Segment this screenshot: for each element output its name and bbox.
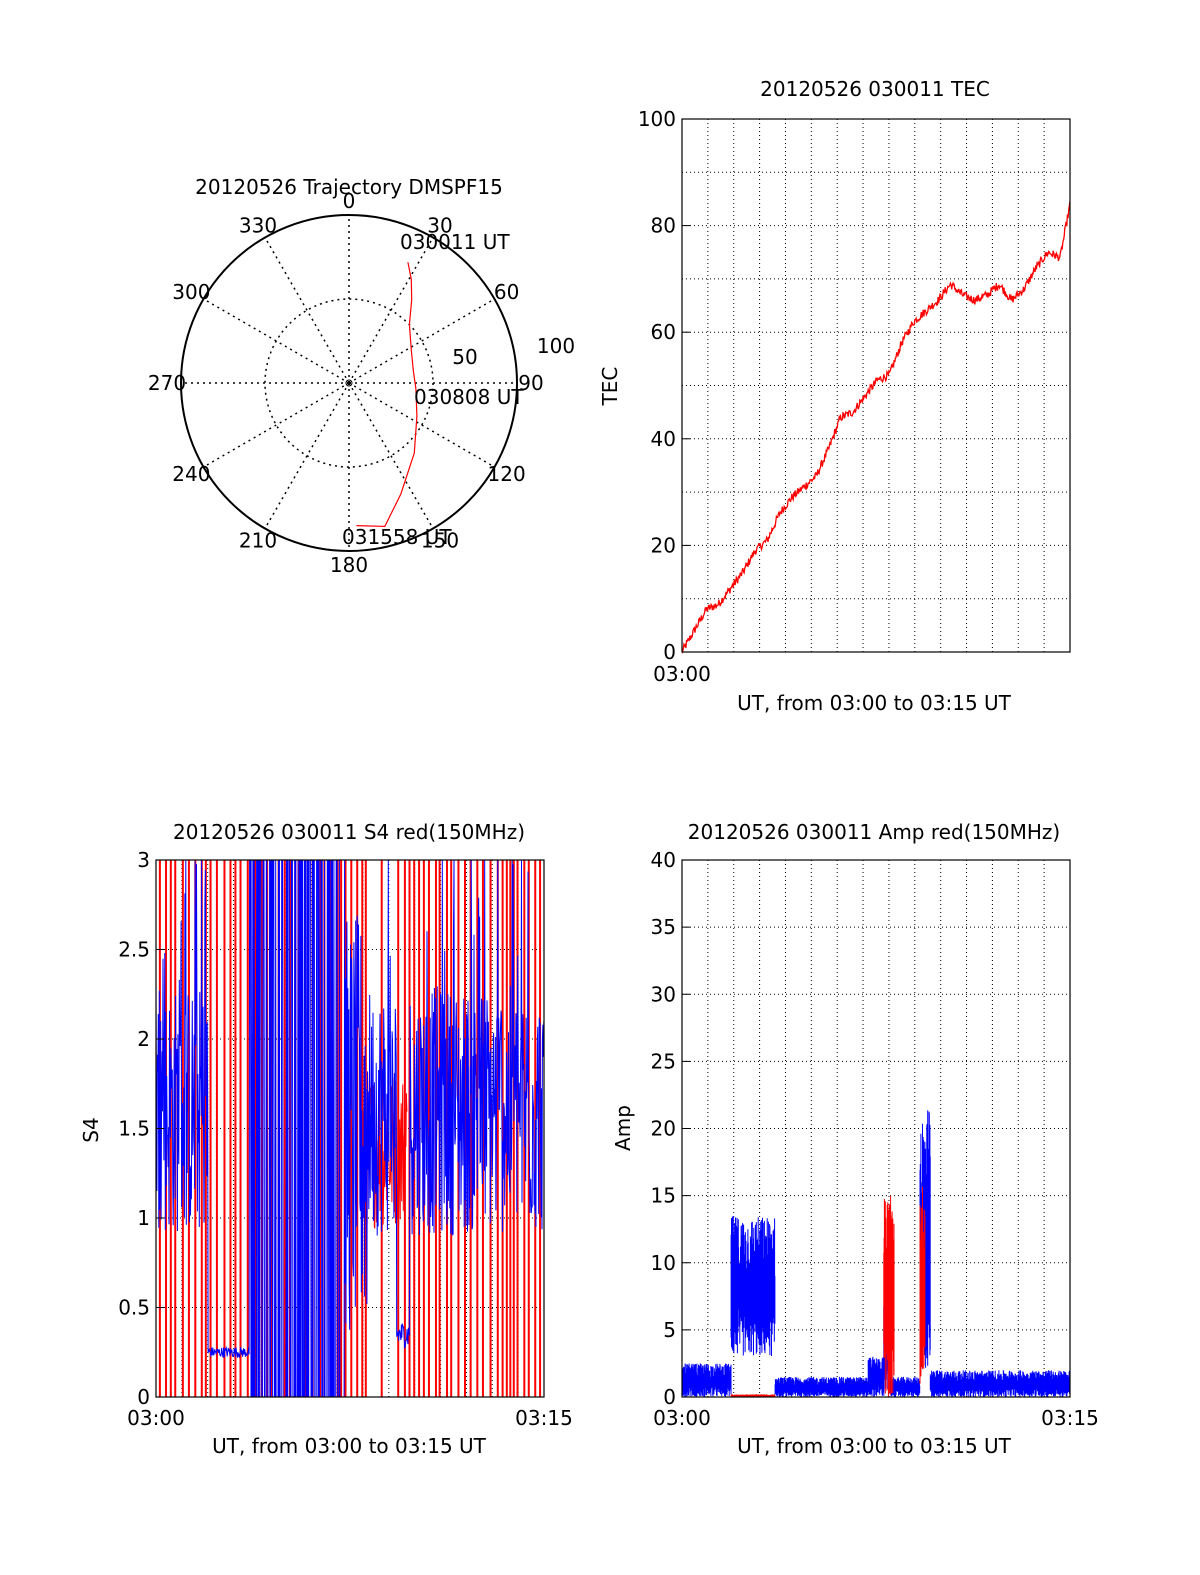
s4-ytick-label: 2 [137, 1027, 150, 1051]
tec-plot-frame [681, 118, 1071, 653]
amp-blue-segment [681, 1363, 732, 1397]
polar-spoke-150 [348, 382, 434, 529]
amp-ytick-label: 25 [651, 1049, 676, 1073]
s4-panel: 20120526 030011 S4 red(150MHz) 0 0.5 1 1.5 2… [79, 820, 573, 1458]
angle-label-120: 120 [488, 462, 526, 486]
angle-label-0: 0 [343, 189, 356, 213]
amp-ytick-label: 5 [663, 1318, 676, 1342]
angle-label-90: 90 [518, 371, 543, 395]
polar-angle-labels: 0 30 60 90 120 150 180 210 240 270 300 330 [148, 189, 544, 577]
amp-red-segment [919, 1186, 926, 1384]
tec-y-label: TEC [598, 367, 622, 407]
tec-series-line [681, 200, 1071, 655]
s4-ytick-label: 1 [137, 1206, 150, 1230]
amp-y-ticks: 0 5 10 15 20 25 30 35 40 [651, 848, 690, 1409]
time-label-end: 031558 UT [342, 525, 452, 549]
angle-label-330: 330 [239, 213, 277, 237]
s4-ytick-label: 0.5 [118, 1296, 150, 1320]
s4-ytick-label: 3 [137, 848, 150, 872]
s4-blue-series [155, 859, 545, 1398]
s4-ytick-label: 2.5 [118, 938, 150, 962]
amp-ytick-label: 15 [651, 1184, 676, 1208]
tec-x-tick-start: 03:00 [653, 662, 711, 686]
amp-title: 20120526 030011 Amp red(150MHz) [688, 820, 1060, 844]
tec-ytick-label: 40 [651, 427, 676, 451]
amp-series [681, 1110, 1071, 1397]
angle-label-180: 180 [330, 553, 368, 577]
tec-grid [682, 119, 1070, 652]
polar-outer-ring [180, 214, 518, 552]
tec-panel: 20120526 030011 TEC 0 20 40 60 80 100 03:00 U… [598, 77, 1071, 715]
s4-x-tick-start: 03:00 [127, 1406, 185, 1430]
angle-label-300: 300 [172, 280, 210, 304]
polar-center-mark [345, 379, 353, 387]
amp-ytick-label: 30 [651, 982, 676, 1006]
time-label-start: 030011 UT [400, 230, 510, 254]
amp-ytick-label: 20 [651, 1117, 676, 1141]
radius-label-100: 100 [537, 334, 575, 358]
radius-label-50: 50 [452, 345, 477, 369]
polar-spoke-30 [348, 237, 434, 384]
trajectory-title: 20120526 Trajectory DMSPF15 [195, 175, 503, 199]
trajectory-track [356, 262, 418, 528]
angle-label-210: 210 [239, 529, 277, 553]
amp-blue-segment [929, 1370, 1071, 1397]
amp-grid [682, 860, 1070, 1397]
polar-spoke-60 [348, 298, 495, 384]
amp-x-label: UT, from 03:00 to 03:15 UT [737, 1434, 1012, 1458]
amp-x-tick-end: 03:15 [1041, 1406, 1099, 1430]
amp-blue-segment [730, 1216, 776, 1356]
s4-x-label: UT, from 03:00 to 03:15 UT [212, 1434, 487, 1458]
polar-spoke-210 [264, 382, 350, 529]
s4-title: 20120526 030011 S4 red(150MHz) [173, 820, 525, 844]
amp-ytick-label: 35 [651, 915, 676, 939]
trajectory-panel: 20120526 Trajectory DMSPF15 0 30 60 90 120 15… [148, 175, 575, 577]
angle-label-60: 60 [494, 280, 519, 304]
angle-label-270: 270 [148, 371, 186, 395]
amp-x-tick-start: 03:00 [653, 1406, 711, 1430]
polar-spoke-300 [203, 298, 350, 384]
amp-blue-segment [888, 1376, 921, 1397]
amp-blue-segment [867, 1356, 885, 1397]
tec-y-ticks: 0 20 40 60 80 100 [638, 107, 690, 664]
s4-ytick-label: 0 [137, 1385, 150, 1409]
tec-ytick-label: 100 [638, 107, 676, 131]
angle-label-240: 240 [172, 462, 210, 486]
amp-red-segment [883, 1195, 895, 1397]
polar-grid [181, 215, 517, 551]
amp-ytick-label: 0 [663, 1385, 676, 1409]
polar-spoke-120 [348, 382, 495, 468]
tec-ytick-label: 0 [663, 640, 676, 664]
tec-x-label: UT, from 03:00 to 03:15 UT [737, 691, 1012, 715]
amp-blue-segment [774, 1376, 869, 1397]
tec-ytick-label: 20 [651, 533, 676, 557]
s4-y-ticks: 0 0.5 1 1.5 2 2.5 3 [118, 848, 164, 1409]
time-label-mid: 030808 UT [414, 385, 524, 409]
amp-y-label: Amp [611, 1105, 635, 1151]
amp-ytick-label: 40 [651, 848, 676, 872]
s4-x-tick-end: 03:15 [515, 1406, 573, 1430]
polar-spoke-240 [203, 382, 350, 468]
amp-panel: 20120526 030011 Amp red(150MHz) 0 5 10 15 20… [611, 820, 1099, 1458]
polar-spoke-330 [264, 237, 350, 384]
tec-title: 20120526 030011 TEC [760, 77, 990, 101]
angle-label-30: 30 [427, 213, 452, 237]
tec-ytick-label: 80 [651, 214, 676, 238]
tec-ytick-label: 60 [651, 320, 676, 344]
s4-ytick-label: 1.5 [118, 1117, 150, 1141]
s4-y-label: S4 [79, 1117, 103, 1142]
amp-red-segment [730, 1394, 776, 1397]
angle-label-150: 150 [421, 529, 459, 553]
amp-ytick-label: 10 [651, 1251, 676, 1275]
